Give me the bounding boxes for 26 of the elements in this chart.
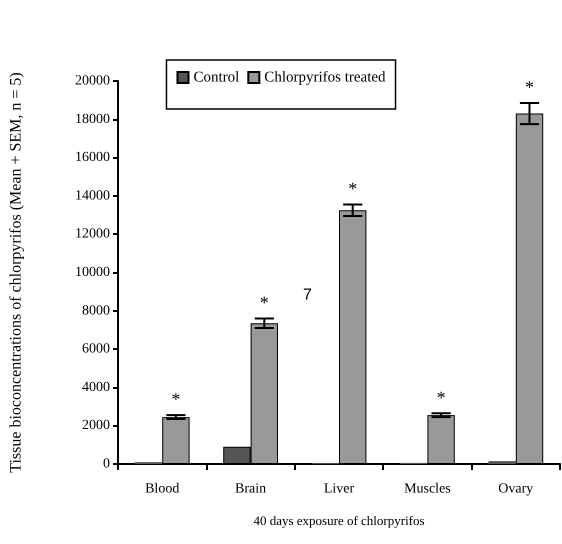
y-tick-label: 12000 bbox=[75, 226, 110, 242]
y-axis-title: Tissue bioconcentrations of chlorpyrifos (Mean + SEM, n = 5) bbox=[8, 72, 24, 473]
y-tick-label: 18000 bbox=[75, 112, 110, 127]
y-tick-label: 20000 bbox=[75, 74, 110, 88]
y-tick-label: 14000 bbox=[75, 188, 110, 204]
annotation: * bbox=[171, 389, 180, 410]
x-tick-label: Brain bbox=[235, 482, 266, 496]
x-tick-label: Liver bbox=[324, 482, 354, 496]
annotation: * bbox=[348, 178, 358, 199]
y-tick-label: 4000 bbox=[82, 380, 110, 395]
y-tick-label: 0 bbox=[103, 456, 110, 472]
y-tick-label: 2000 bbox=[82, 418, 110, 434]
y-tick-label: 8000 bbox=[82, 303, 110, 318]
annotation: * bbox=[260, 292, 269, 312]
annotation: 7 bbox=[303, 286, 312, 304]
y-tick-label: 16000 bbox=[75, 150, 110, 166]
legend-label: Control bbox=[193, 70, 240, 86]
y-tick-label: 10000 bbox=[75, 265, 110, 280]
x-tick-label: Ovary bbox=[498, 482, 534, 496]
legend-label: Chlorpyrifos treated bbox=[264, 70, 386, 86]
x-tick-label: Muscles bbox=[404, 482, 451, 496]
y-tick-label: 6000 bbox=[82, 342, 110, 357]
annotation: * bbox=[525, 77, 534, 98]
x-tick-label: Blood bbox=[145, 482, 180, 496]
annotation: * bbox=[436, 387, 446, 408]
x-axis-title: 40 days exposure of chlorpyrifos bbox=[253, 513, 425, 528]
